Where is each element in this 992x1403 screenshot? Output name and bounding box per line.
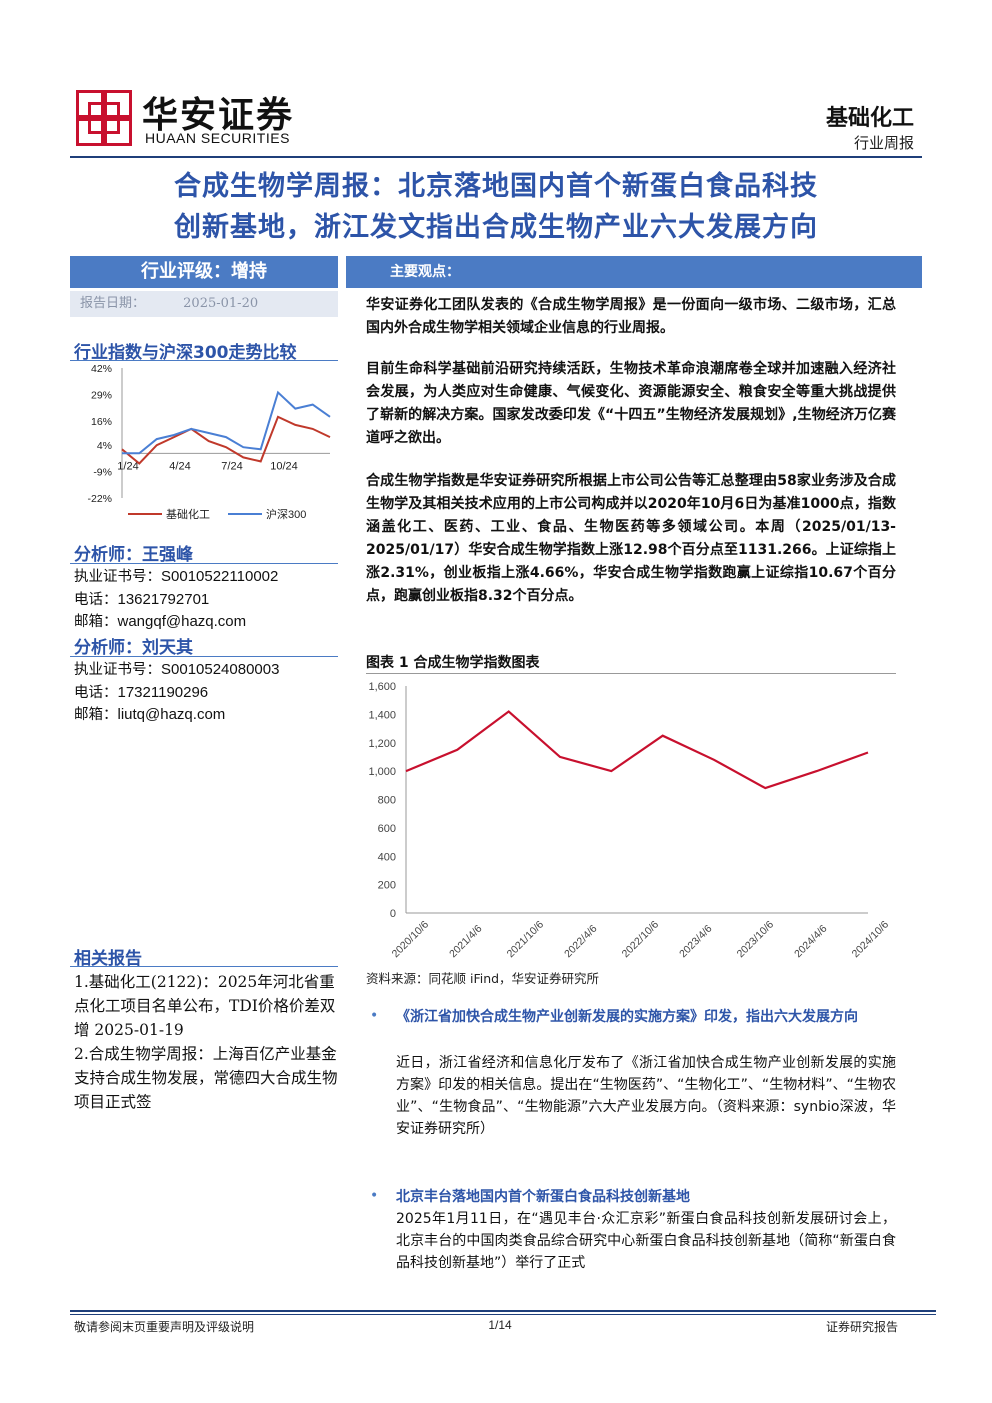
x-tick-label: 2022/10/6 <box>620 918 662 960</box>
news-1-head: 《浙江省加快合成生物产业创新发展的实施方案》印发，指出六大发展方向 <box>396 1009 858 1025</box>
paragraph-background: 目前生命科学基础前沿研究持续活跃，生物技术革命浪潮席卷全球并加速融入经济社会发展… <box>366 361 896 446</box>
news-2-body: 2025年1月11日，在“遇见丰台·众汇京彩”新蛋白食品科技创新发展研讨会上，北… <box>396 1211 896 1271</box>
trend-chart-title: 行业指数与沪深300走势比较 <box>74 343 297 363</box>
mail-address[interactable]: liutq@hazq.com <box>117 706 226 723</box>
cert-number: S0010522110002 <box>161 568 279 585</box>
tel-label: 电话： <box>74 591 118 608</box>
trend-chart: 42% 29% 16% 4% -9% -22% 1/24 4/24 7/24 10/24 基础化工… <box>87 363 331 521</box>
figure-title: 图表 1 合成生物学指数图表 <box>366 655 540 671</box>
index-line <box>405 710 869 790</box>
y-tick-label: 800 <box>378 795 396 807</box>
x-tick-label: 2023/4/6 <box>677 923 714 960</box>
news-2-head: 北京丰台落地国内首个新蛋白食品科技创新基地 <box>396 1189 690 1205</box>
paragraph-index: 合成生物学指数是华安证券研究所根据上市公司公告等汇总整理由58家业务涉及合成生物… <box>366 473 896 604</box>
page-number: 1/14 <box>488 1318 512 1332</box>
x-tick-label: 2024/4/6 <box>792 923 829 960</box>
y-tick-label: 1,400 <box>368 709 396 721</box>
mail-label: 邮箱： <box>74 614 118 630</box>
y-tick-label: -9% <box>93 467 112 479</box>
x-tick-label: 2023/10/6 <box>735 918 777 960</box>
analyst-1-divider <box>70 563 338 564</box>
series-line-2 <box>122 390 331 455</box>
report-type-label: 行业周报 <box>853 134 914 152</box>
x-tick-label: 2024/10/6 <box>850 918 892 960</box>
related-report-2[interactable]: 2.合成生物学周报：上海百亿产业基金支持合成生物发展，常德四大合成生物项目正式签 <box>74 1045 338 1111</box>
y-tick-label: 200 <box>378 880 396 892</box>
x-tick-label: 1/24 <box>117 460 138 472</box>
footer-report-label: 证券研究报告 <box>825 1320 898 1334</box>
x-tick-label: 2022/4/6 <box>562 923 599 960</box>
x-tick-label: 2021/4/6 <box>447 923 484 960</box>
report-title-line2: 创新基地，浙江发文指出合成生物产业六大发展方向 <box>174 212 818 243</box>
legend-label: 沪深300 <box>266 507 306 521</box>
bullet-icon: • <box>370 1008 379 1024</box>
main-views-head: 主要观点： <box>346 256 922 288</box>
bullet-icon: • <box>370 1188 379 1204</box>
y-tick-label: 600 <box>378 823 396 835</box>
y-tick-label: 16% <box>91 416 112 428</box>
trend-divider <box>70 360 338 361</box>
logo-text-cn: 华安证券 <box>142 94 295 136</box>
y-tick-label: 1,000 <box>368 766 396 778</box>
mail-address[interactable]: wangqf@hazq.com <box>117 613 247 630</box>
x-tick-label: 7/24 <box>221 460 242 472</box>
tel-label: 电话： <box>74 684 118 701</box>
y-tick-label: 1,200 <box>368 738 396 750</box>
report-date-value: 2025-01-20 <box>183 296 259 311</box>
footer-disclaimer: 敬请参阅末页重要声明及评级说明 <box>74 1320 255 1334</box>
logo-text-en: HUAAN SECURITIES <box>145 130 290 146</box>
analyst-1-info: 执业证书号：S0010522110002 电话：13621792701 邮箱：w… <box>74 566 278 634</box>
logo-mark <box>76 90 132 146</box>
cert-number: S0010524080003 <box>161 661 280 678</box>
related-divider <box>70 966 338 967</box>
related-report-1[interactable]: 1.基础化工(2122)：2025年河北省重点化工项目名单公布，TDI价格价差双… <box>74 973 336 1039</box>
tel-number: 13621792701 <box>117 590 210 608</box>
report-date: 报告日期： 2025-01-20 <box>70 291 338 317</box>
industry-label: 基础化工 <box>825 106 914 131</box>
related-reports-head: 相关报告 <box>74 949 142 969</box>
y-tick-label: -22% <box>87 493 112 505</box>
industry-rating: 行业评级：增持 <box>70 256 338 288</box>
report-date-label: 报告日期： <box>80 296 146 311</box>
tel-number: 17321190296 <box>117 683 209 701</box>
y-tick-label: 29% <box>91 389 112 401</box>
y-tick-label: 1,600 <box>368 681 396 693</box>
analyst-2-head: 分析师：刘天其 <box>74 638 193 658</box>
cert-label: 执业证书号： <box>74 569 161 585</box>
x-tick-label: 2021/10/6 <box>505 918 547 960</box>
y-tick-label: 4% <box>97 440 112 452</box>
y-tick-label: 400 <box>378 851 396 863</box>
mail-label: 邮箱： <box>74 707 118 723</box>
figure-divider <box>366 673 896 674</box>
legend-label: 基础化工 <box>166 507 210 521</box>
news-1-body: 近日，浙江省经济和信息化厅发布了《浙江省加快合成生物产业创新发展的实施方案》印发… <box>396 1055 896 1137</box>
report-title-line1: 合成生物学周报：北京落地国内首个新蛋白食品科技 <box>174 171 818 202</box>
analyst-2-divider <box>70 656 338 657</box>
x-tick-label: 4/24 <box>169 460 190 472</box>
y-tick-label: 0 <box>390 908 396 920</box>
series-line-1 <box>121 415 331 465</box>
paragraph-intro: 华安证券化工团队发表的《合成生物学周报》是一份面向一级市场、二级市场，汇总国内外… <box>366 297 896 336</box>
synbio-index-chart: 0 200 400 600 800 1,000 1,200 1,400 1,600 2020/10… <box>368 681 892 960</box>
analyst-1-head: 分析师：王强峰 <box>74 545 193 565</box>
x-tick-label: 10/24 <box>270 460 298 472</box>
footer-divider-thin <box>70 1314 936 1315</box>
cert-label: 执业证书号： <box>74 662 161 678</box>
footer-divider <box>70 1310 936 1312</box>
analyst-2-info: 执业证书号：S0010524080003 电话：17321190296 邮箱：l… <box>74 659 279 727</box>
header-divider <box>70 156 922 158</box>
figure-source: 资料来源：同花顺 iFind，华安证券研究所 <box>366 971 600 986</box>
x-tick-label: 2020/10/6 <box>390 918 432 960</box>
y-tick-label: 42% <box>91 363 112 375</box>
